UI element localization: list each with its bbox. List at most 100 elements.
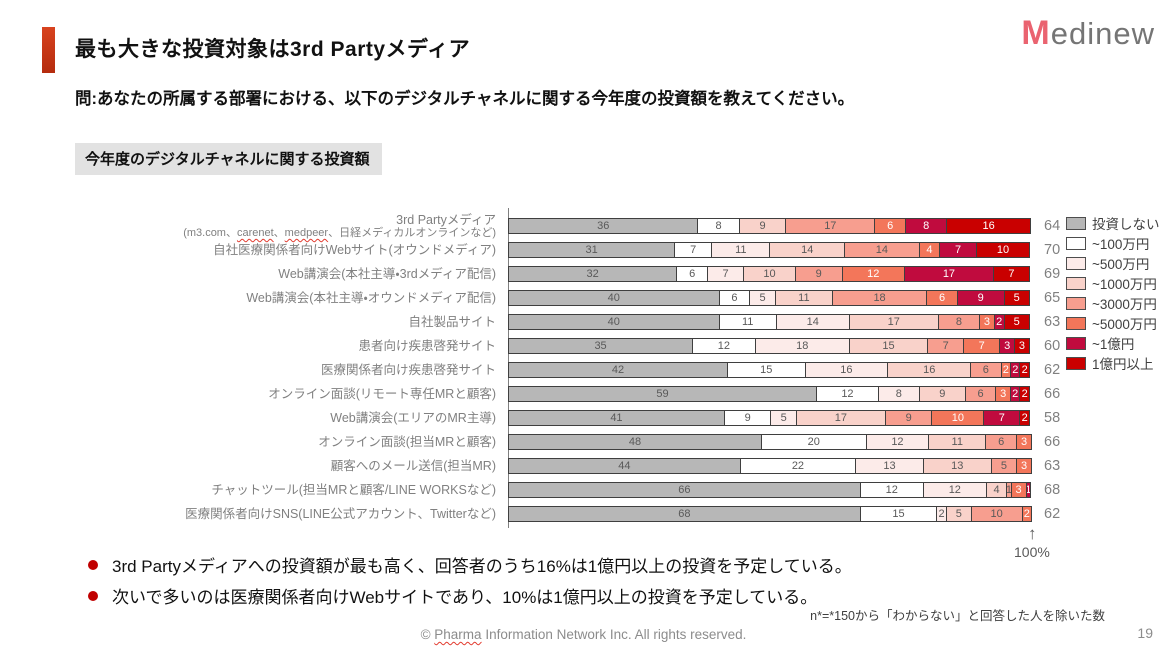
row-n-count: 62 [1044,362,1061,378]
row-bar: 42 15 16 16 6 2 2 2 [508,362,1037,378]
bar-segment-u3000: 9 [794,266,843,282]
bar-segment-u100: 15 [859,506,938,522]
medinew-logo: Medinew [1021,14,1155,53]
row-n-count: 69 [1044,266,1061,282]
bar-segment-u100: 12 [692,338,756,354]
bar-segment-u100: 6 [718,290,751,306]
legend-item: ~500万円 [1066,253,1160,273]
bar-segment-u1000: 16 [887,362,972,378]
bar-segment-u500: 13 [855,458,924,474]
sample-size-footnote: n*=*150から「わからない」と回答した人を除いた数 [810,609,1105,623]
row-n-count: 66 [1044,434,1061,450]
chart-row: 患者向け疾患啓発サイト 35 12 18 15 7 7 3 3 60 [0,334,1167,358]
bar-segment-u100: 9 [723,410,772,426]
bar-segment-o100m: 5 [1003,290,1030,306]
bar-segment-u100m: 7 [983,410,1021,426]
row-n-count: 60 [1044,338,1061,354]
row-n-count: 63 [1044,314,1061,330]
row-sublabel: (m3.com、carenet、medpeer、日経メディカルオンラインなど) [183,226,496,239]
bar-segment-u100m: 7 [939,242,977,258]
bar-segment-o100m: 10 [975,242,1030,258]
bar-segment-u3000: 8 [937,314,981,330]
bar-segment-u100m: 9 [956,290,1005,306]
survey-question: 問:あなたの所属する部署における、以下のデジタルチャネルに関する今年度の投資額を… [75,90,855,108]
row-label: オンライン面談(担当MRと顧客) [318,434,496,449]
bar-segment-u500: 12 [922,482,987,498]
legend-swatch-icon [1066,336,1086,350]
bar-segment-u100: 7 [674,242,713,258]
bar-segment-u5000: 3 [1010,482,1027,498]
bar-segment-u100: 22 [739,458,857,474]
page-title: 最も大きな投資対象は3rd Partyメディア [75,38,471,61]
bar-segment-u5000: 6 [874,218,907,234]
bar-segment-none: 31 [508,242,676,258]
legend-item: 1億円以上 [1066,353,1160,373]
medinew-logo-m-icon: M [1021,14,1051,52]
finding-item: 3rd Partyメディアへの投資額が最も高く、回答者のうち16%は1億円以上の… [88,552,852,577]
bar-segment-u500: 18 [754,338,850,354]
row-label: チャットツール(担当MRと顧客/LINE WORKSなど) [211,482,496,497]
row-label: Web講演会(本社主導・3rdメディア配信) [278,266,496,281]
bar-segment-u5000: 2 [1021,506,1032,522]
legend-swatch-icon [1066,296,1086,310]
stacked-bar-chart: 3rd Partyメディア (m3.com、carenet、medpeer、日経メ… [0,213,1167,526]
chart-row: オンライン面談(リモート専任MRと顧客) 59 12 8 9 6 3 2 2 66 [0,382,1167,406]
bar-segment-u100m: 3 [999,338,1016,354]
row-n-count: 70 [1044,242,1061,258]
bar-segment-none: 40 [508,314,720,330]
bar-segment-u500: 14 [775,314,850,330]
bar-segment-u1000: 17 [795,410,886,426]
row-bar: 35 12 18 15 7 7 3 3 [508,338,1037,354]
row-bar: 36 8 9 17 6 8 16 [508,218,1037,234]
chart-row: 医療関係者向け疾患啓発サイト 42 15 16 16 6 2 2 2 62 [0,358,1167,382]
row-label: オンライン面談(リモート専任MRと顧客) [268,386,496,401]
bar-segment-u3000: 9 [884,410,933,426]
chart-row: 顧客へのメール送信(担当MR) 44 22 13 13 5 3 63 [0,454,1167,478]
bar-segment-u500: 12 [865,434,930,450]
bar-segment-u100: 20 [760,434,867,450]
bar-segment-u5000: 7 [963,338,1001,354]
legend-label: ~1億円 [1092,337,1135,352]
bar-segment-o100m: 7 [992,266,1030,282]
bar-segment-u1000: 9 [918,386,966,402]
bar-segment-u5000: 4 [918,242,941,258]
bar-segment-u1000: 10 [743,266,796,282]
bar-segment-u100: 11 [718,314,777,330]
bar-segment-u1000: 11 [928,434,987,450]
chart-legend: 投資しない ~100万円 ~500万円 ~1000万円 ~3000万円 ~5000万円 ~1… [1066,213,1160,373]
bar-segment-u500: 7 [707,266,745,282]
legend-label: 投資しない [1092,217,1160,232]
row-n-count: 63 [1044,458,1061,474]
bar-segment-u1000: 4 [985,482,1008,498]
row-n-count: 62 [1044,506,1061,522]
chart-row: Web講演会(本社主導・3rdメディア配信) 32 6 7 10 9 12 17 7 69 [0,262,1167,286]
row-n-count: 66 [1044,386,1061,402]
bar-segment-u5000: 6 [926,290,958,306]
page-number: 19 [1137,625,1153,641]
legend-item: ~100万円 [1066,233,1160,253]
copyright-suffix: Information Network Inc. All rights rese… [481,627,747,642]
bar-segment-u3000: 6 [970,362,1002,378]
bar-segment-u1000: 15 [848,338,929,354]
bar-segment-u3000: 10 [970,506,1023,522]
chart-row: オンライン面談(担当MRと顧客) 48 20 12 11 6 3 66 [0,430,1167,454]
chart-section-heading: 今年度のデジタルチャネルに関する投資額 [75,143,382,175]
finding-text: 次いで多いのは医療関係者向けWebサイトであり、10%は1億円以上の投資を予定し… [112,588,818,607]
key-findings: 3rd Partyメディアへの投資額が最も高く、回答者のうち16%は1億円以上の… [88,552,852,614]
row-bar: 48 20 12 11 6 3 [508,434,1037,450]
bar-segment-u1000: 17 [848,314,939,330]
row-label: 顧客へのメール送信(担当MR) [330,458,496,473]
bar-segment-u3000: 5 [990,458,1018,474]
chart-row: Web講演会(本社主導・オウンドメディア配信) 40 6 5 11 18 6 9 5 65 [0,286,1167,310]
legend-swatch-icon [1066,356,1086,370]
chart-row: 3rd Partyメディア (m3.com、carenet、medpeer、日経メ… [0,213,1167,239]
bar-segment-u5000: 3 [979,314,995,330]
bar-segment-u3000: 14 [844,242,920,258]
legend-label: ~1000万円 [1092,277,1157,292]
row-n-count: 65 [1044,290,1061,306]
legend-label: ~100万円 [1092,237,1150,252]
bar-segment-u3000: 6 [964,386,997,402]
legend-item: 投資しない [1066,213,1160,233]
bar-segment-u100: 12 [859,482,924,498]
bar-segment-o100m: 5 [1003,314,1030,330]
